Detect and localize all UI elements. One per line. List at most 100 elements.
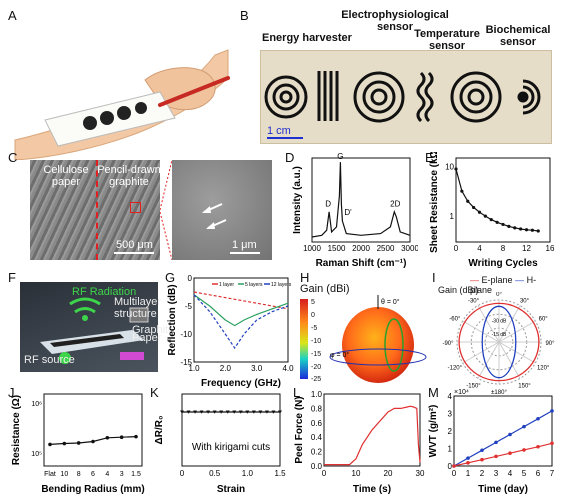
polar-angle-label: -60° <box>449 317 461 323</box>
data-point <box>507 224 511 229</box>
rf-setup-illustration: RF Radiation Multilayer structure Graphi… <box>20 282 174 372</box>
polar-ring-label: -30 dB <box>492 318 507 324</box>
arrow-icons <box>202 203 227 229</box>
chart-reflection: 1 layer 5 layers 12 layers 1.0 2.0 3.0 4.0 0 -5 -… <box>167 274 294 389</box>
x-axis-label: Time (day) <box>478 484 528 495</box>
label-gain-dbi: Gain (dBi) <box>300 283 350 295</box>
legend-polar: ― E-plane ― H-plane <box>470 275 537 295</box>
panel-label-c: C <box>8 150 18 165</box>
panel-label-f: F <box>8 270 16 285</box>
panel-label-h: H <box>300 270 310 285</box>
label-graphite: Graphite <box>132 324 175 336</box>
x-axis-label: Frequency (GHz) <box>201 378 281 389</box>
series-line <box>324 405 421 466</box>
plot-frame <box>311 157 411 243</box>
x-tick-label: 8 <box>77 471 81 478</box>
scale-bar <box>267 137 303 139</box>
plot-frame <box>43 393 143 467</box>
series-line-3 <box>193 294 289 350</box>
data-point <box>134 434 138 439</box>
chart-raman: 1000 1500 2000 2500 3000 D G D' 2D Raman Shift (c… <box>292 152 418 269</box>
polar-grid-spoke <box>462 341 500 364</box>
data-point <box>238 410 243 414</box>
svg-text:0: 0 <box>311 312 315 319</box>
polar-angle-label: ±180° <box>491 390 507 396</box>
data-point <box>489 218 493 222</box>
data-point <box>480 457 484 462</box>
zoom-box <box>130 202 141 213</box>
polar-angle-label: 30° <box>520 299 530 305</box>
x-tick-label: 3 <box>120 471 124 478</box>
label-multilayer: Multilayer structure <box>114 296 162 320</box>
label-rf-source: RF source <box>24 354 75 366</box>
data-point <box>536 229 540 233</box>
x-tick-label: 1.0 <box>188 364 200 373</box>
data-point <box>258 410 263 414</box>
x-tick-label: 3000 <box>401 244 418 253</box>
data-point <box>48 442 52 447</box>
x-axis-label: Bending Radius (mm) <box>41 484 144 495</box>
x-axis-label: Writing Cycles <box>468 258 538 269</box>
polar-angle-label: -90° <box>442 341 454 347</box>
peak-label-g: G <box>337 152 343 161</box>
legend-label: 1 layer <box>219 282 234 288</box>
rf-setup-graphic <box>40 297 149 364</box>
legend-label: 5 layers <box>245 282 263 288</box>
data-point <box>494 454 498 459</box>
data-point <box>501 222 505 227</box>
boundary-line <box>96 160 98 260</box>
data-point <box>460 189 464 193</box>
plot-frame <box>455 157 551 243</box>
panel-label-m: M <box>428 385 439 400</box>
polar-grid-spoke <box>498 341 521 379</box>
x-axis-label: Raman Shift (cm⁻¹) <box>316 258 407 269</box>
polar-angle-label: 120° <box>537 366 550 372</box>
label-cellulose: Cellulose paper <box>43 164 89 188</box>
series-line-1 <box>453 410 553 467</box>
data-point <box>232 410 237 414</box>
x-tick-label: 1.0 <box>242 469 254 478</box>
x-tick-label: 12 <box>522 244 531 253</box>
plot-frame <box>453 395 553 467</box>
polar-angle-label: -120° <box>448 366 463 372</box>
x-tick-label: 1000 <box>303 244 321 253</box>
arm-drawing-illustration <box>14 49 230 160</box>
panel-label-a: A <box>8 8 17 23</box>
y-tick-label: 10 <box>445 163 454 172</box>
polar-grid-spoke <box>498 305 521 343</box>
h-plane-curve <box>481 305 517 379</box>
x-axis-label: Strain <box>217 484 245 495</box>
polar-angle-label: -150° <box>466 383 481 389</box>
data-point <box>119 435 124 439</box>
y-tick-label: 0 <box>448 462 453 471</box>
plot-frame <box>181 393 281 467</box>
data-point <box>508 432 512 437</box>
panel-label-e: E <box>425 150 434 165</box>
y-tick-label: 10⁵ <box>31 451 42 458</box>
plot-frame <box>193 277 289 363</box>
data-point <box>472 205 476 210</box>
data-point <box>219 410 224 414</box>
panel-label-j: J <box>8 385 15 400</box>
label-rf-radiation: RF Radiation <box>72 286 137 298</box>
y-tick-label: 4 <box>448 392 453 401</box>
polar-grid-spoke <box>477 341 500 379</box>
x-tick-label: 1 <box>466 469 471 478</box>
data-point <box>522 448 526 452</box>
series-line-2 <box>193 294 289 327</box>
x-tick-label: 6 <box>91 471 95 478</box>
panel-label-b: B <box>240 8 249 23</box>
scale-bar-label: 500 μm <box>116 239 153 251</box>
plot-frame <box>323 393 421 467</box>
data-point <box>91 439 95 444</box>
x-tick-label: 2 <box>480 469 485 478</box>
scale-bar-label: 1 cm <box>267 125 291 137</box>
svg-text:-5: -5 <box>311 325 317 332</box>
panel-label-i: I <box>432 270 436 285</box>
data-point <box>466 456 470 460</box>
sensor-photo: 1 cm <box>260 50 552 144</box>
label-energy-harvester: Energy harvester <box>262 32 352 44</box>
svg-text:-20: -20 <box>311 364 321 371</box>
data-point <box>494 440 498 445</box>
